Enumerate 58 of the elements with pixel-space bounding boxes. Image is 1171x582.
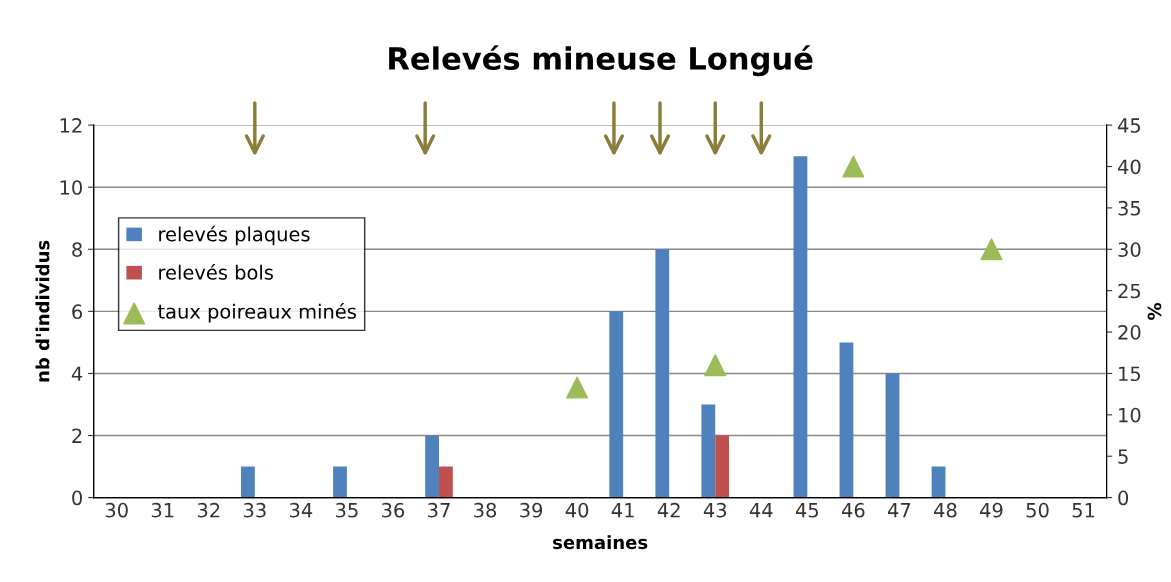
x-axis-title: semaines	[553, 535, 648, 550]
y2-tick-label: 45	[1117, 118, 1141, 133]
y2-tick-label: 0	[1118, 490, 1129, 506]
x-tick-label: 40	[565, 502, 589, 518]
x-tick-label: 41	[611, 503, 634, 518]
y2-tick-label: 10	[1119, 407, 1141, 423]
bar	[333, 466, 347, 498]
x-tick-label: 51	[1072, 503, 1095, 518]
x-tick-label: 50	[1026, 502, 1049, 518]
bar	[839, 342, 854, 498]
legend-label: relevés plaques	[159, 225, 310, 246]
y-tick-label: 0	[72, 490, 82, 506]
bar	[425, 435, 439, 498]
x-tick-label: 37	[428, 502, 450, 518]
y2-tick-label: 35	[1118, 200, 1141, 216]
legend-label: taux poireaux minés	[158, 302, 356, 323]
y-axis-title: nb d'individus	[35, 240, 50, 382]
bar	[609, 311, 624, 498]
bar	[655, 249, 670, 498]
bar	[715, 435, 730, 498]
y-tick-label: 8	[72, 242, 82, 257]
legend-label: relevés bols	[159, 263, 273, 280]
y-tick-label: 10	[60, 180, 82, 195]
x-tick-label: 30	[105, 502, 128, 518]
y-tick-label: 2	[72, 428, 82, 443]
x-tick-label: 42	[657, 502, 680, 518]
y2-tick-label: 5	[1118, 449, 1128, 464]
x-tick-label: 38	[474, 502, 497, 518]
y2-tick-label: 20	[1118, 325, 1141, 340]
x-tick-label: 49	[980, 502, 1003, 518]
x-tick-label: 32	[197, 502, 220, 518]
y-tick-label: 12	[60, 118, 82, 133]
y2-tick-label: 25	[1118, 283, 1141, 299]
x-tick-label: 36	[382, 502, 405, 518]
y-tick-label: 4	[71, 366, 83, 381]
y2-tick-label: 30	[1118, 242, 1141, 257]
bar	[793, 156, 808, 498]
x-tick-label: 44	[749, 503, 773, 518]
chart-title: Relevés mineuse Longué	[389, 45, 813, 77]
x-tick-label: 39	[520, 502, 543, 518]
bar	[241, 466, 255, 498]
x-tick-label: 43	[703, 502, 727, 518]
x-tick-label: 31	[151, 502, 174, 518]
x-tick-label: 45	[795, 503, 818, 518]
x-tick-label: 47	[887, 503, 911, 518]
x-tick-label: 34	[289, 502, 313, 518]
x-tick-label: 46	[841, 502, 865, 518]
bar	[438, 466, 453, 498]
bar	[931, 466, 946, 498]
y-tick-label: 6	[72, 304, 83, 320]
x-tick-label: 48	[934, 502, 957, 518]
bar	[885, 373, 900, 498]
bar	[701, 404, 716, 498]
y2-tick-label: 40	[1117, 159, 1141, 175]
y2-axis-title: %	[1147, 302, 1162, 320]
y2-tick-label: 15	[1119, 366, 1141, 382]
x-tick-label: 33	[243, 502, 266, 518]
x-tick-label: 35	[336, 502, 358, 518]
